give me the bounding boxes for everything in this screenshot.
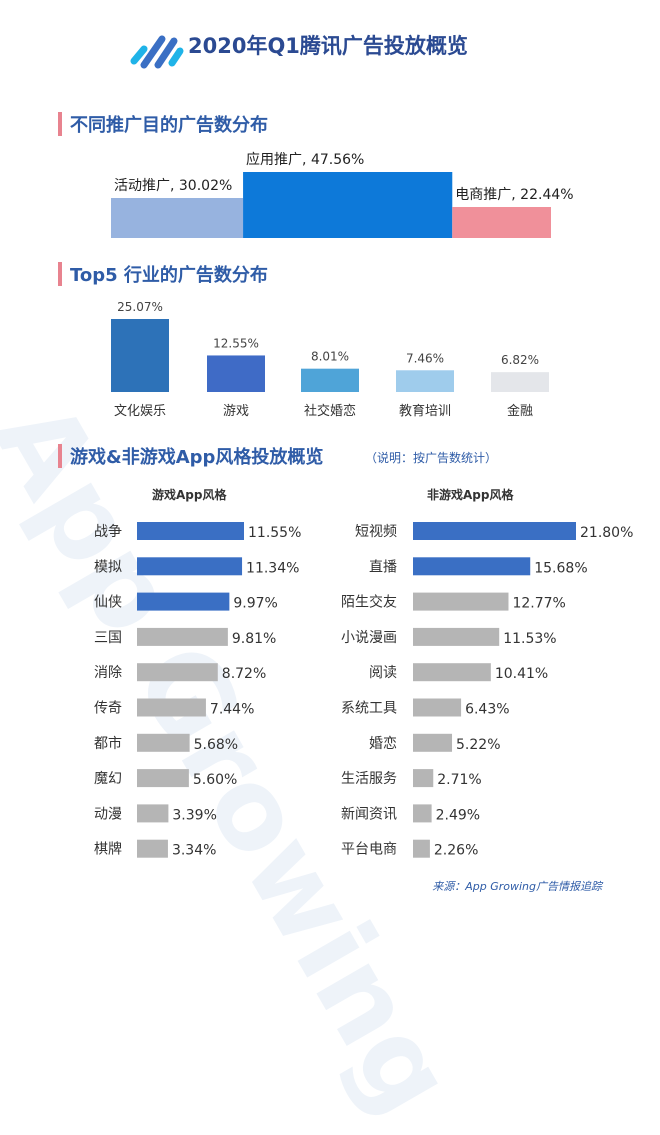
section-marker [58, 112, 62, 136]
game-value-label: 5.68% [194, 737, 238, 753]
section-marker [58, 444, 62, 468]
game-bar [137, 592, 230, 611]
nongame-category-label: 新闻资讯 [341, 806, 397, 822]
game-category-label: 传奇 [94, 700, 122, 717]
industry-category-label: 游戏 [223, 404, 249, 419]
nongame-bar [413, 627, 500, 646]
purpose-chart: 活动推广, 30.02% 应用推广, 47.56% 电商推广, 22.44% [111, 151, 574, 238]
game-bar [137, 839, 168, 858]
game-bar [137, 733, 190, 752]
industry-bar [111, 319, 169, 392]
nongame-value-label: 6.43% [465, 702, 509, 718]
industry-chart: 25.07% 文化娱乐 12.55% 游戏 8.01% 社交婚恋 7.46% 教育培训 6.82… [111, 300, 549, 419]
industry-value-label: 7.46% [406, 351, 444, 365]
nongame-category-label: 直播 [369, 558, 397, 575]
nongame-category-label: 短视频 [355, 524, 397, 540]
game-value-label: 11.34% [246, 560, 299, 576]
game-value-label: 8.72% [222, 666, 266, 682]
nongame-category-label: 阅读 [369, 664, 397, 681]
purpose-bar-label: 应用推广, 47.56% [246, 151, 364, 168]
industry-bar [207, 355, 265, 392]
game-style-title: 游戏App风格 [152, 488, 227, 502]
industry-value-label: 25.07% [117, 300, 163, 314]
game-bar [137, 804, 169, 823]
game-bar [137, 698, 206, 717]
nongame-category-label: 平台电商 [341, 842, 397, 858]
section-note: （说明：按广告数统计） [365, 451, 498, 465]
nongame-value-label: 2.49% [436, 807, 480, 823]
nongame-bar [413, 698, 462, 717]
nongame-value-label: 2.26% [434, 843, 478, 859]
game-value-label: 11.55% [248, 525, 301, 541]
nongame-value-label: 15.68% [534, 560, 587, 576]
industry-category-label: 社交婚恋 [304, 403, 356, 419]
purpose-bar [452, 207, 551, 238]
game-value-label: 5.60% [193, 772, 237, 788]
nongame-bar [413, 522, 576, 540]
section-title-industry: Top5 行业的广告数分布 [70, 265, 268, 286]
game-category-label: 消除 [94, 665, 122, 681]
game-value-label: 9.97% [233, 596, 277, 612]
nongame-bar [413, 733, 453, 752]
industry-value-label: 6.82% [501, 353, 539, 367]
industry-category-label: 文化娱乐 [114, 404, 166, 419]
game-category-label: 三国 [94, 630, 122, 646]
purpose-bar-label: 活动推广, 30.02% [114, 178, 232, 194]
nongame-category-label: 系统工具 [341, 701, 397, 717]
game-bar [137, 663, 218, 682]
game-style-chart: 战争 11.55% 模拟 11.34% 仙侠 9.97% 三国 9.81% 消除 8.72% 传奇 7… [94, 522, 301, 859]
nongame-style-title: 非游戏App风格 [427, 488, 514, 502]
nongame-value-label: 5.22% [456, 737, 500, 753]
section-marker [58, 262, 62, 286]
game-value-label: 3.34% [172, 843, 216, 859]
nongame-value-label: 12.77% [512, 596, 565, 612]
section-title-style: 游戏&非游戏App风格投放概览 [70, 447, 324, 468]
nongame-category-label: 婚恋 [369, 735, 397, 752]
nongame-bar [413, 769, 434, 788]
nongame-value-label: 11.53% [503, 631, 556, 647]
nongame-bar [413, 839, 430, 858]
game-category-label: 动漫 [94, 806, 122, 822]
nongame-style-chart: 短视频 21.80% 直播 15.68% 陌生交友 12.77% 小说漫画 11.53% 阅读 1… [341, 522, 633, 859]
industry-bar [491, 372, 549, 392]
game-category-label: 战争 [94, 524, 122, 540]
nongame-bar [413, 804, 432, 823]
nongame-category-label: 小说漫画 [341, 630, 397, 646]
industry-bar [396, 370, 454, 392]
purpose-bar [111, 198, 244, 238]
game-value-label: 7.44% [210, 702, 254, 718]
game-bar [137, 557, 243, 576]
game-bar [137, 769, 189, 788]
industry-category-label: 教育培训 [399, 403, 451, 419]
industry-value-label: 12.55% [213, 336, 259, 350]
nongame-value-label: 2.71% [437, 772, 481, 788]
nongame-bar [413, 663, 491, 682]
game-value-label: 3.39% [172, 807, 216, 823]
nongame-category-label: 陌生交友 [341, 594, 397, 611]
industry-bar [301, 368, 359, 392]
game-category-label: 模拟 [94, 559, 122, 575]
nongame-value-label: 10.41% [495, 666, 548, 682]
nongame-bar [413, 592, 509, 611]
industry-value-label: 8.01% [311, 350, 349, 364]
game-bar [137, 627, 228, 646]
nongame-value-label: 21.80% [580, 525, 633, 541]
section-title-purpose: 不同推广目的广告数分布 [70, 115, 268, 136]
game-category-label: 魔幻 [94, 771, 122, 787]
purpose-bar-label: 电商推广, 22.44% [455, 187, 573, 203]
page-title: 2020年Q1腾讯广告投放概览 [188, 34, 468, 58]
game-category-label: 仙侠 [94, 595, 122, 611]
game-category-label: 都市 [94, 735, 122, 752]
stripes-logo-icon [130, 35, 184, 69]
game-category-label: 棋牌 [94, 841, 122, 858]
industry-category-label: 金融 [507, 403, 533, 419]
game-value-label: 9.81% [232, 631, 276, 647]
nongame-bar [413, 557, 531, 576]
nongame-category-label: 生活服务 [341, 771, 397, 787]
purpose-bar [243, 172, 453, 238]
source-note: 来源：App Growing广告情报追踪 [432, 880, 602, 893]
game-bar [137, 522, 244, 540]
